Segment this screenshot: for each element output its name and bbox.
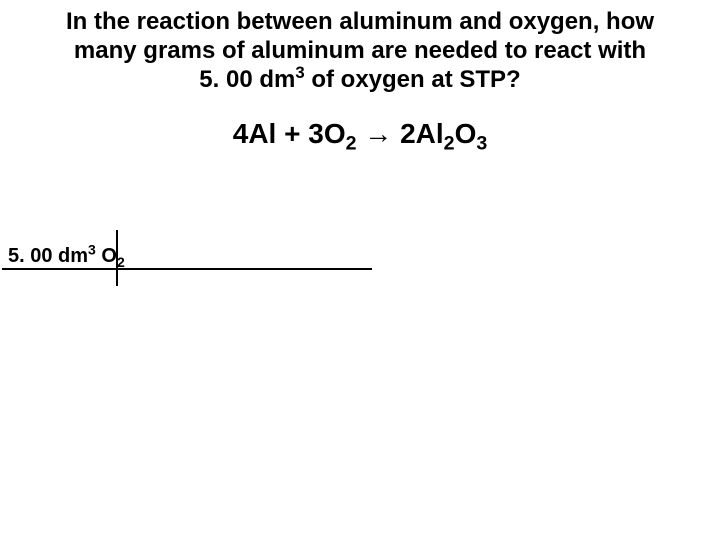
question-line-3-pre: 5. 00 dm	[199, 66, 295, 93]
chemical-equation: 4Al + 3O2 → 2Al2O3	[0, 118, 720, 150]
eq-sub-prod-o: 3	[476, 133, 487, 155]
question-line-3-post: of oxygen at STP?	[305, 66, 521, 93]
given-quantity: 5. 00 dm3 O2	[8, 245, 125, 268]
given-unit-pre: dm	[58, 245, 88, 267]
eq-coef-al: 4	[233, 118, 249, 149]
eq-coef-prod: 2	[400, 118, 416, 149]
eq-sym-al: Al	[248, 118, 276, 149]
eq-sym-prod-al: Al	[416, 118, 444, 149]
given-species: O	[101, 245, 117, 267]
eq-sub-prod-al: 2	[444, 133, 455, 155]
question-line-1: In the reaction between aluminum and oxy…	[12, 8, 708, 37]
given-underline	[2, 268, 116, 270]
eq-sym-prod-o: O	[455, 118, 477, 149]
question-line-3: 5. 00 dm3 of oxygen at STP?	[12, 66, 708, 95]
problem-question: In the reaction between aluminum and oxy…	[0, 8, 720, 94]
question-line-2: many grams of aluminum are needed to rea…	[12, 37, 708, 66]
eq-coef-o2: 3	[308, 118, 324, 149]
conversion-vline	[116, 230, 118, 286]
given-unit-sup: 3	[88, 241, 96, 257]
eq-arrow: →	[357, 118, 401, 149]
eq-sym-o: O	[324, 118, 346, 149]
conversion-table	[116, 230, 396, 286]
conversion-hline	[116, 268, 372, 270]
eq-sub-o2: 2	[346, 133, 357, 155]
question-line-3-sup: 3	[295, 63, 304, 82]
eq-plus: +	[276, 118, 308, 149]
given-value: 5. 00	[8, 245, 58, 267]
